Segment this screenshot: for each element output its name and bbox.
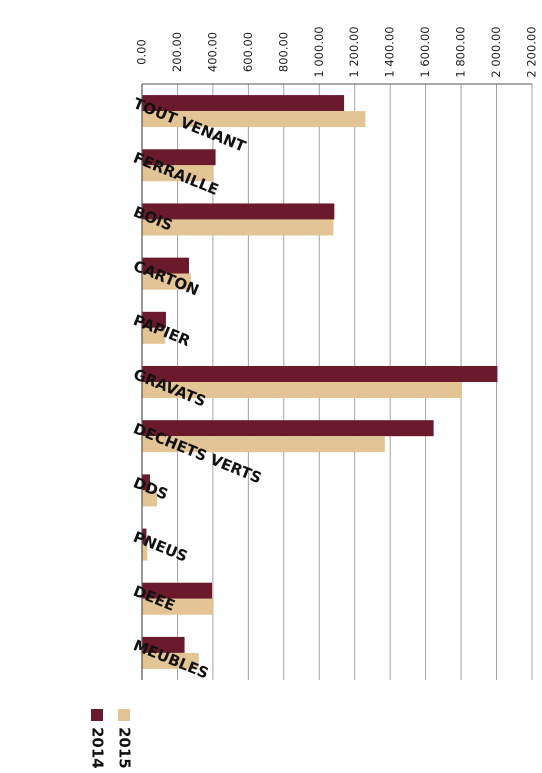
tick-label: 400.00 — [205, 32, 219, 72]
tick-label: 0.00 — [135, 39, 149, 65]
bar-2014-gravats — [141, 366, 498, 382]
bar-2014-dechets-verts — [141, 420, 434, 437]
legend-swatch-2014 — [91, 709, 103, 721]
bar-2015-tout-venant — [142, 111, 366, 128]
tick-label: 1 400.00 — [383, 26, 397, 77]
axes — [141, 83, 532, 680]
tick-label: 1 000.00 — [312, 26, 326, 77]
bar-2015-carton — [142, 273, 191, 290]
bar-2015-bois — [142, 219, 334, 236]
bars — [141, 95, 498, 669]
bar-2014-ferraille — [141, 149, 216, 166]
bar-2014-meubles — [141, 636, 185, 653]
legend-label-2015: 2015 — [116, 727, 134, 768]
tick-label: 200.00 — [170, 32, 184, 72]
tick-label: 1 800.00 — [454, 26, 468, 77]
legend: 2014 2015 — [89, 709, 134, 769]
tick-label: 800.00 — [276, 32, 290, 72]
bar-2015-dds — [141, 490, 158, 507]
legend-swatch-2015 — [118, 709, 130, 721]
bar-2015-papier — [141, 327, 166, 344]
value-tick-labels: 0.00 200.00 400.00 600.00 800.00 1 000.00 1 20… — [135, 26, 539, 77]
bar-2014-pneus — [142, 528, 147, 545]
tick-label: 600.00 — [241, 32, 255, 72]
bar-2015-pneus — [141, 544, 148, 561]
bar-2015-dechets-verts — [142, 436, 385, 453]
tick-label: 2 200.00 — [525, 26, 539, 77]
bar-2014-bois — [142, 203, 335, 220]
tick-label: 1 200.00 — [347, 26, 361, 77]
bar-2014-tout-venant — [142, 95, 345, 112]
category-label: PNEUS — [131, 528, 190, 566]
legend-label-2014: 2014 — [89, 727, 107, 768]
bar-2015-meubles — [141, 652, 199, 669]
tick-label: 1 600.00 — [418, 26, 432, 77]
bar-2014-carton — [141, 257, 189, 274]
bar-2015-deee — [142, 598, 213, 615]
bar-2014-dds — [141, 474, 150, 491]
tick-label: 2 000.00 — [489, 26, 503, 77]
bar-2014-deee — [142, 582, 213, 599]
bar-2014-papier — [142, 311, 166, 328]
bar-2015-gravats — [142, 382, 462, 398]
bar-2015-ferraille — [142, 165, 213, 182]
